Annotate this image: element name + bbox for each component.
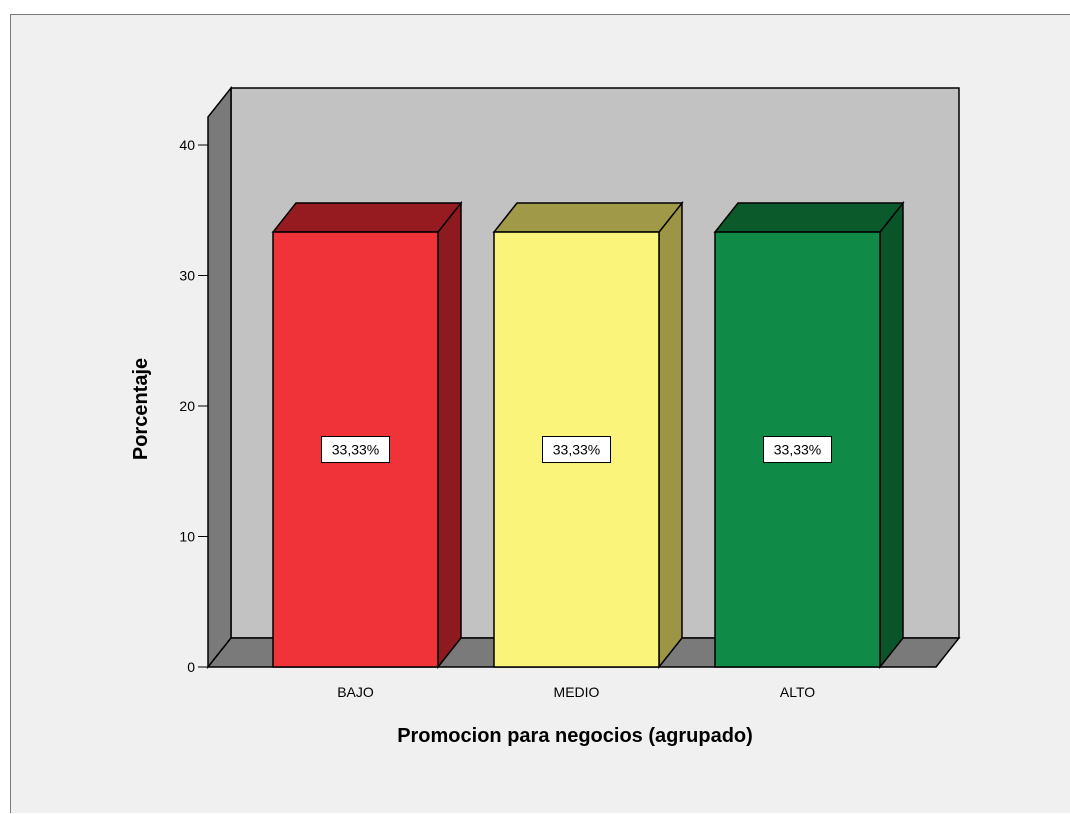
- bar-side-face: [879, 200, 904, 670]
- y-axis-title: Porcentaje: [130, 358, 152, 460]
- y-tick-label: 0: [187, 659, 195, 675]
- data-label-box: [763, 436, 832, 464]
- bar-side-face: [658, 200, 683, 670]
- bar-top-face: [713, 202, 905, 233]
- x-axis: BAJO MEDIO ALTO: [337, 684, 815, 700]
- y-tick-label: 20: [179, 398, 195, 414]
- x-tick-label: MEDIO: [554, 684, 600, 700]
- data-label: 33,33%: [332, 442, 379, 458]
- chart-frame: 33,33% 33,33% 33,33% 0 10 20 30 40 BAJO MEDIO AL…: [10, 14, 1070, 813]
- chart: 33,33% 33,33% 33,33% 0 10 20 30 40 BAJO MEDIO AL…: [130, 85, 961, 747]
- bar-bajo: 33,33%: [271, 200, 463, 670]
- bar-medio: 33,33%: [492, 200, 684, 670]
- data-label-box: [321, 436, 390, 464]
- bar-side-face: [437, 200, 462, 670]
- y-axis: 0 10 20 30 40: [179, 137, 208, 675]
- bar-top-face: [492, 202, 684, 233]
- x-tick-label: BAJO: [337, 684, 374, 700]
- data-label: 33,33%: [774, 442, 821, 458]
- bars-group: 33,33% 33,33% 33,33%: [271, 200, 905, 670]
- side-wall: [207, 85, 232, 670]
- bar-alto: 33,33%: [713, 200, 905, 670]
- x-tick-label: ALTO: [780, 684, 815, 700]
- y-tick-label: 40: [179, 137, 195, 153]
- y-tick-label: 10: [179, 529, 195, 545]
- data-label: 33,33%: [553, 442, 600, 458]
- data-label-box: [542, 436, 611, 464]
- bar-top-face: [271, 202, 463, 233]
- x-axis-title: Promocion para negocios (agrupado): [397, 725, 753, 747]
- y-tick-label: 30: [179, 268, 195, 284]
